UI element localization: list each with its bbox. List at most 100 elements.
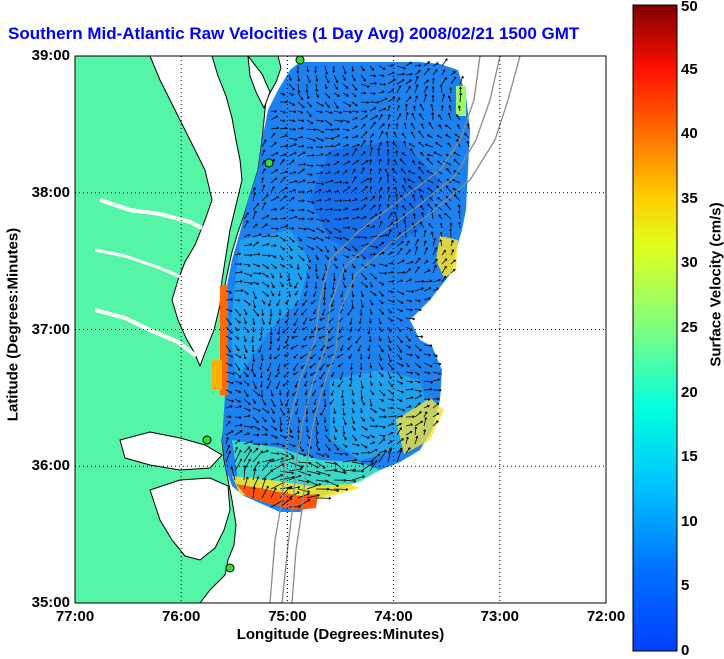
velocity-arrow-head bbox=[263, 139, 267, 142]
velocity-arrow-head bbox=[377, 453, 381, 457]
velocity-arrow bbox=[324, 208, 333, 211]
velocity-arrow bbox=[342, 398, 344, 406]
velocity-arrow bbox=[336, 335, 344, 340]
velocity-arrow bbox=[252, 450, 264, 463]
velocity-arrow-head bbox=[256, 433, 260, 437]
velocity-arrow bbox=[378, 168, 381, 175]
velocity-arrow-head bbox=[237, 368, 241, 371]
velocity-arrow-head bbox=[291, 93, 294, 96]
velocity-arrow-head bbox=[259, 367, 263, 370]
velocity-arrow-head bbox=[418, 176, 422, 179]
velocity-arrow bbox=[387, 362, 394, 371]
velocity-arrow bbox=[378, 353, 382, 361]
velocity-arrow-head bbox=[412, 317, 415, 321]
velocity-arrow-head bbox=[369, 140, 373, 143]
velocity-arrow bbox=[360, 398, 365, 406]
velocity-arrow bbox=[315, 443, 320, 451]
velocity-arrow bbox=[418, 141, 425, 148]
velocity-arrow bbox=[412, 194, 416, 202]
velocity-arrow bbox=[288, 254, 293, 260]
velocity-arrow bbox=[360, 140, 366, 148]
velocity-arrow bbox=[279, 470, 294, 474]
velocity-arrow-head bbox=[437, 179, 441, 182]
velocity-arrow bbox=[315, 65, 317, 74]
velocity-arrow-head bbox=[424, 93, 428, 97]
velocity-arrow-head bbox=[246, 394, 249, 397]
velocity-arrow-head bbox=[343, 71, 347, 75]
velocity-arrow-head bbox=[412, 213, 416, 216]
velocity-arrow-head bbox=[398, 85, 401, 88]
velocity-arrow-head bbox=[389, 448, 393, 452]
velocity-arrow bbox=[288, 245, 293, 251]
velocity-arrow bbox=[342, 443, 348, 448]
velocity-arrow-head bbox=[311, 217, 314, 221]
velocity-arrow-head bbox=[257, 393, 261, 397]
velocity-arrow bbox=[360, 299, 364, 308]
velocity-arrow-head bbox=[300, 366, 304, 369]
velocity-arrow bbox=[333, 488, 348, 490]
velocity-arrow-head bbox=[260, 450, 264, 454]
velocity-arrow-head bbox=[389, 310, 393, 314]
velocity-arrow bbox=[349, 317, 353, 326]
velocity-arrow bbox=[348, 353, 353, 359]
velocity-arrow bbox=[444, 202, 452, 211]
velocity-arrow-head bbox=[381, 293, 384, 297]
velocity-arrow-head bbox=[379, 187, 383, 190]
velocity-arrow bbox=[414, 257, 421, 265]
velocity-arrow bbox=[279, 398, 283, 406]
velocity-arrow bbox=[322, 308, 326, 316]
velocity-arrow-head bbox=[243, 356, 247, 360]
velocity-arrow-head bbox=[379, 141, 382, 145]
velocity-arrow-head bbox=[410, 260, 414, 264]
velocity-arrow bbox=[369, 317, 371, 324]
velocity-arrow-head bbox=[240, 289, 244, 293]
velocity-arrow-head bbox=[403, 140, 407, 144]
velocity-arrow bbox=[342, 65, 347, 74]
velocity-arrow bbox=[360, 443, 368, 449]
velocity-arrow bbox=[260, 371, 263, 378]
velocity-arrow-head bbox=[400, 376, 403, 380]
velocity-arrow-head bbox=[346, 255, 350, 259]
velocity-arrow bbox=[243, 212, 249, 220]
velocity-arrow-head bbox=[399, 318, 403, 322]
velocity-arrow bbox=[306, 434, 311, 439]
velocity-arrow-head bbox=[369, 186, 373, 189]
velocity-arrow bbox=[411, 131, 416, 139]
velocity-arrow-head bbox=[376, 100, 379, 104]
velocity-arrow bbox=[286, 389, 290, 396]
velocity-arrow bbox=[276, 317, 281, 324]
velocity-arrow bbox=[306, 272, 310, 279]
velocity-arrow-head bbox=[364, 277, 368, 280]
velocity-arrow bbox=[295, 398, 299, 406]
velocity-arrow-head bbox=[250, 440, 253, 444]
velocity-arrow bbox=[459, 93, 462, 103]
velocity-arrow bbox=[441, 77, 447, 85]
velocity-arrow bbox=[387, 432, 393, 436]
velocity-arrow-head bbox=[382, 74, 385, 78]
velocity-arrow-head bbox=[311, 247, 315, 250]
velocity-arrow bbox=[402, 185, 407, 193]
velocity-arrow bbox=[333, 452, 343, 455]
velocity-arrow bbox=[324, 461, 338, 465]
velocity-arrow bbox=[378, 380, 382, 387]
velocity-arrow bbox=[342, 169, 348, 175]
velocity-arrow bbox=[333, 434, 337, 441]
velocity-arrow bbox=[234, 317, 241, 324]
velocity-arrow bbox=[394, 211, 398, 220]
velocity-arrow bbox=[304, 290, 308, 297]
velocity-arrow bbox=[294, 380, 299, 388]
velocity-arrow-head bbox=[257, 252, 261, 256]
velocity-arrow bbox=[387, 290, 394, 293]
velocity-arrow-head bbox=[453, 76, 457, 80]
velocity-arrow bbox=[282, 326, 290, 334]
velocity-arrow bbox=[387, 271, 394, 274]
velocity-arrow bbox=[440, 239, 443, 247]
velocity-arrow-head bbox=[385, 233, 388, 237]
velocity-arrow-head bbox=[249, 274, 253, 277]
velocity-arrow-head bbox=[297, 430, 300, 434]
velocity-arrow bbox=[333, 236, 342, 240]
velocity-arrow-head bbox=[240, 279, 243, 283]
velocity-arrow bbox=[369, 416, 375, 422]
velocity-patch-southeast bbox=[396, 398, 444, 454]
velocity-arrow-head bbox=[402, 408, 406, 412]
